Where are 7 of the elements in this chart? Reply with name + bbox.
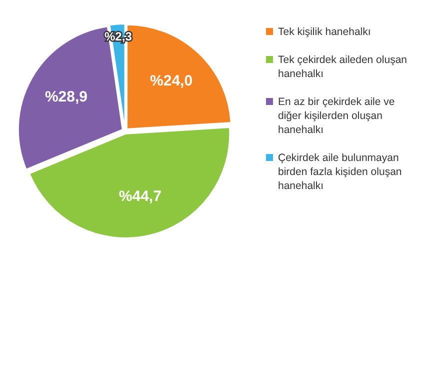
legend-label: Tek çekirdek aileden oluşan hanehalkı xyxy=(278,54,408,80)
data-label: %28,9 xyxy=(44,88,88,106)
data-label: %24,0 xyxy=(150,72,193,90)
legend-label: Çekirdek aile bulunmayan birden fazla kişiden oluşan hanehalkı xyxy=(278,152,402,192)
legend-label: En az bir çekirdek aile ve diğer kişilerden oluşan hanehalkı xyxy=(278,96,395,136)
legend-label: Tek kişilik hanehalkı xyxy=(278,26,371,38)
data-label: %44,7 xyxy=(118,188,162,205)
